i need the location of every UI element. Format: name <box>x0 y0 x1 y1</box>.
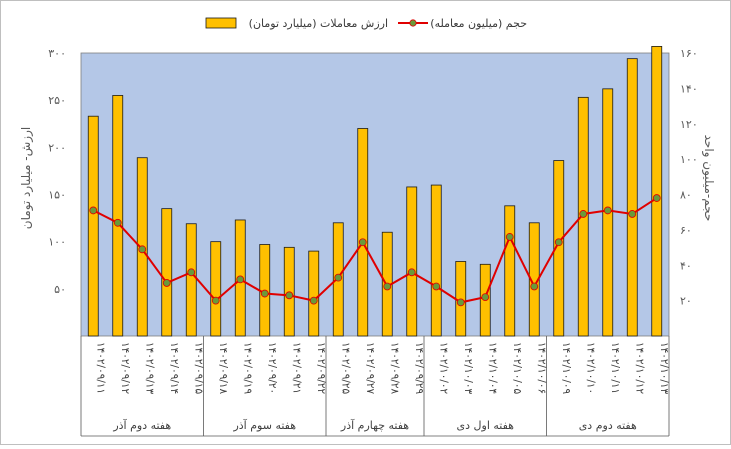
y-left-tick-label: ۱۰۰ <box>48 236 66 249</box>
bar <box>430 184 442 337</box>
x-tick-label: ۱۴۰۲/۱۰/۰۳ <box>462 342 474 395</box>
x-tick-label: ۱۴۰۲/۱۰/۰۹ <box>560 342 572 395</box>
bar <box>185 223 197 337</box>
line-point <box>530 282 539 291</box>
x-tick-label: ۱۴۰۲/۰۹/۱۲ <box>119 342 131 395</box>
line-point <box>236 275 245 284</box>
line-point <box>260 289 269 298</box>
line-point <box>113 218 122 227</box>
group-label: هفته دوم آذر <box>112 418 171 432</box>
line-point <box>407 268 416 277</box>
line-point <box>481 293 490 301</box>
x-tick-label: ۱۴۰۲/۱۰/۱۲ <box>633 342 645 395</box>
y-right-tick-label: ۱۶۰ <box>680 47 698 60</box>
line-point <box>432 282 441 291</box>
line-point <box>456 298 465 307</box>
y-right-axis-title: حجم-میلیون واحد <box>701 135 716 222</box>
x-tick-label: ۱۴۰۲/۰۹/۲۸ <box>388 342 400 395</box>
y-right-tick-label: ۱۰۰ <box>680 153 698 166</box>
line-point <box>652 194 661 202</box>
y-right-tick-label: ۸۰ <box>680 189 692 202</box>
line-point <box>554 238 563 247</box>
bar <box>161 208 173 337</box>
bar <box>504 205 516 337</box>
y-left-tick-label: ۱۵۰ <box>48 189 66 202</box>
x-tick-label: ۱۴۰۲/۱۰/۰۴ <box>486 342 498 394</box>
x-tick-label: ۱۴۰۲/۰۹/۱۸ <box>217 342 229 395</box>
y-left-tick-labels: ۵۰ ۱۰۰ ۱۵۰ ۲۰۰ ۲۵۰ ۳۰۰ <box>48 47 66 296</box>
legend: ارزش معاملات (میلیارد تومان) حجم (میلیون… <box>205 17 527 30</box>
bar <box>406 186 418 337</box>
x-tick-label: ۱۴۰۲/۰۹/۱۳ <box>143 342 155 395</box>
line-point <box>138 245 147 254</box>
bar <box>626 58 638 337</box>
x-tick-label: ۱۴۰۲/۰۹/۲۰ <box>266 342 278 394</box>
group-label: هفته سوم آذر <box>232 418 296 432</box>
x-tick-label: ۱۴۰۲/۰۹/۲۵ <box>339 342 351 395</box>
x-tick-label: ۱۴۰۲/۱۰/۰۲ <box>437 342 449 395</box>
line-point <box>211 296 220 305</box>
x-tick-label: ۱۴۰۲/۰۹/۱۹ <box>241 342 253 395</box>
group-label: هفته چهارم آذر <box>340 418 409 432</box>
bar <box>357 128 369 337</box>
line-point <box>285 291 294 300</box>
line-point <box>603 206 612 215</box>
x-tick-label: ۱۴۰۲/۰۹/۱۴ <box>168 342 180 394</box>
bar <box>112 95 124 337</box>
legend-line-label: حجم (میلیون معامله) <box>430 17 527 30</box>
y-right-tick-label: ۴۰ <box>680 259 692 272</box>
line-point <box>505 233 514 241</box>
line-point <box>89 206 98 215</box>
x-tick-label: ۱۴۰۲/۱۰/۰۶ <box>535 342 547 394</box>
line-point <box>383 282 392 291</box>
line-path <box>92 197 658 304</box>
y-left-tick-label: ۲۰۰ <box>48 141 66 154</box>
x-tick-label: ۱۴۰۲/۰۹/۲۹ <box>413 342 425 395</box>
legend-bar-swatch <box>205 17 237 29</box>
y-left-axis-title: ارزش- میلیارد تومان <box>19 127 34 229</box>
y-right-tick-labels: ۲۰ ۴۰ ۶۰ ۸۰ ۱۰۰ ۱۲۰ ۱۴۰ ۱۶۰ <box>680 47 698 308</box>
y-left-tick-label: ۳۰۰ <box>48 47 66 60</box>
x-axis: ۱۴۰۲/۰۹/۱۱ ۱۴۰۲/۰۹/۱۲ ۱۴۰۲/۰۹/۱۳ ۱۴۰۲/۰۹/۱۴… <box>80 336 670 437</box>
x-tick-label: ۱۴۰۲/۱۰/۱۰ <box>584 342 596 394</box>
bar <box>210 241 222 337</box>
bar <box>553 160 565 337</box>
line-point <box>334 273 343 282</box>
x-tick-label: ۱۴۰۲/۱۰/۱۱ <box>609 342 621 394</box>
y-right-tick-label: ۲۰ <box>680 295 692 308</box>
line-point <box>187 268 196 277</box>
x-tick-label: ۱۴۰۲/۰۹/۱۵ <box>192 342 204 395</box>
y-left-tick-label: ۲۵۰ <box>48 94 66 107</box>
x-tick-label: ۱۴۰۲/۱۰/۱۳ <box>658 342 670 395</box>
line-point <box>309 296 318 305</box>
y-right-tick-label: ۱۴۰ <box>680 82 698 95</box>
line-point <box>579 210 588 218</box>
line-series <box>89 194 661 307</box>
y-right-tick-label: ۱۲۰ <box>680 118 698 131</box>
x-tick-label: ۱۴۰۲/۰۹/۲۲ <box>315 342 327 395</box>
legend-bar-label: ارزش معاملات (میلیارد تومان) <box>249 17 388 30</box>
group-label: هفته دوم دی <box>579 419 637 432</box>
x-tick-label: ۱۴۰۲/۰۹/۲۱ <box>290 342 302 394</box>
bar <box>87 115 99 337</box>
y-left-tick-label: ۵۰ <box>54 283 66 296</box>
y-right-tick-label: ۶۰ <box>680 224 692 237</box>
legend-line-marker <box>409 19 417 27</box>
x-tick-label: ۱۴۰۲/۰۹/۲۷ <box>364 342 376 395</box>
bar <box>308 250 320 337</box>
line-point <box>358 238 367 247</box>
x-tick-label: ۱۴۰۲/۰۹/۱۱ <box>94 342 106 394</box>
line-point <box>628 210 637 218</box>
line-point <box>162 279 171 287</box>
plot-area <box>80 52 670 337</box>
bar <box>651 45 663 337</box>
x-tick-label: ۱۴۰۲/۱۰/۰۵ <box>511 342 523 395</box>
group-label: هفته اول دی <box>457 419 515 432</box>
